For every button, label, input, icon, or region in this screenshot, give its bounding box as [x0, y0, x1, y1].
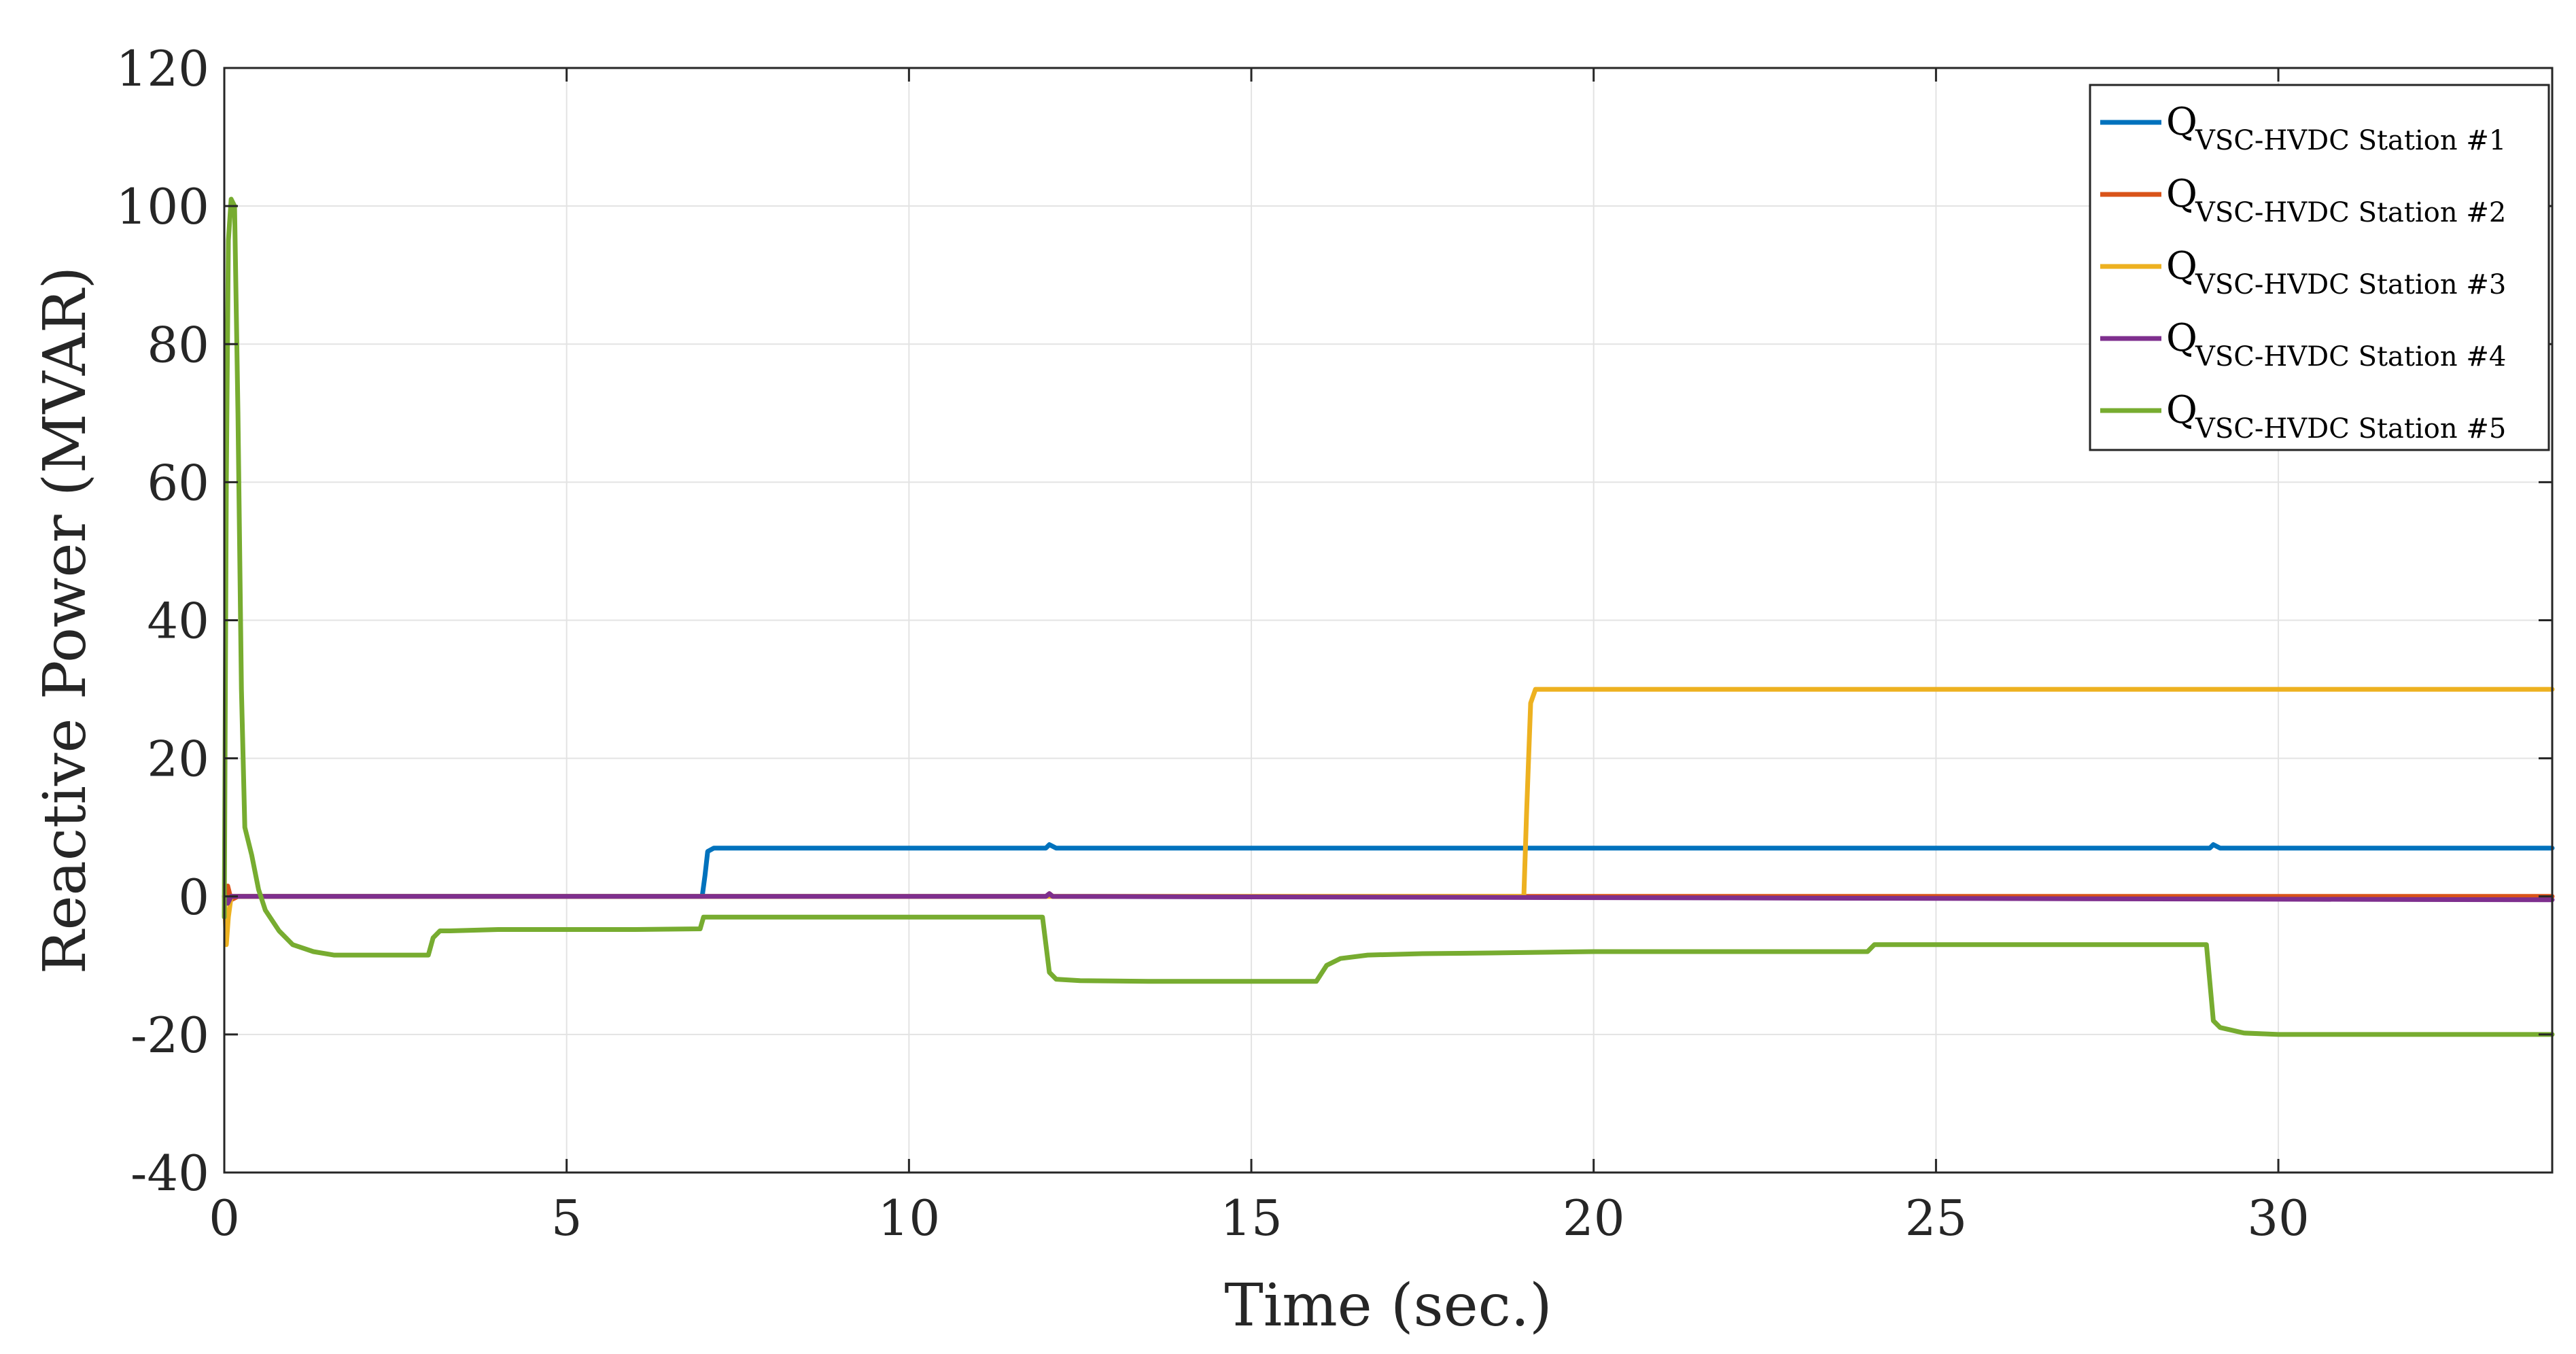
x-tick-label: 10 — [878, 1190, 941, 1247]
legend-label-main: Q — [2166, 244, 2197, 288]
legend-label-sub: VSC-HVDC Station #2 — [2195, 197, 2506, 228]
series-line-station-1 — [222, 842, 2555, 899]
y-tick-label: 100 — [116, 178, 209, 235]
x-axis-title: Time (sec.) — [1224, 1272, 1552, 1340]
y-tick-label: -20 — [130, 1007, 209, 1064]
series-line-station-4 — [222, 891, 2555, 906]
y-tick-label: 60 — [147, 454, 209, 511]
x-tick-label: 25 — [1905, 1190, 1968, 1247]
legend-label-sub: VSC-HVDC Station #3 — [2195, 269, 2506, 300]
y-tick-label: 40 — [147, 593, 209, 650]
x-tick-label: 15 — [1220, 1190, 1283, 1247]
legend-label-main: Q — [2166, 172, 2197, 216]
legend-label-main: Q — [2166, 388, 2197, 432]
y-tick-label: -40 — [130, 1145, 209, 1202]
y-tick-label: 120 — [116, 40, 209, 97]
y-tick-label: 0 — [178, 869, 209, 926]
series-lines — [222, 196, 2555, 1037]
y-tick-label: 20 — [147, 731, 209, 788]
legend-box — [2089, 84, 2550, 451]
x-tick-label: 0 — [209, 1190, 240, 1247]
legend-label-sub: VSC-HVDC Station #5 — [2195, 413, 2506, 445]
x-tick-label: 30 — [2247, 1190, 2310, 1247]
legend-label-sub: VSC-HVDC Station #1 — [2195, 125, 2506, 156]
y-tick-label: 80 — [147, 316, 209, 373]
legend-label-sub: VSC-HVDC Station #4 — [2195, 341, 2506, 372]
y-axis-title: Reactive Power (MVAR) — [31, 266, 99, 974]
x-tick-label: 5 — [551, 1190, 582, 1247]
series-line-station-5 — [222, 196, 2555, 1037]
x-tick-label: 20 — [1563, 1190, 1625, 1247]
axis-ticks: 0 5 10 15 20 25 30 -40 -20 0 20 40 60 80 100 120 — [116, 40, 2552, 1247]
legend-label-main: Q — [2166, 100, 2197, 144]
legend-label-main: Q — [2166, 316, 2197, 360]
